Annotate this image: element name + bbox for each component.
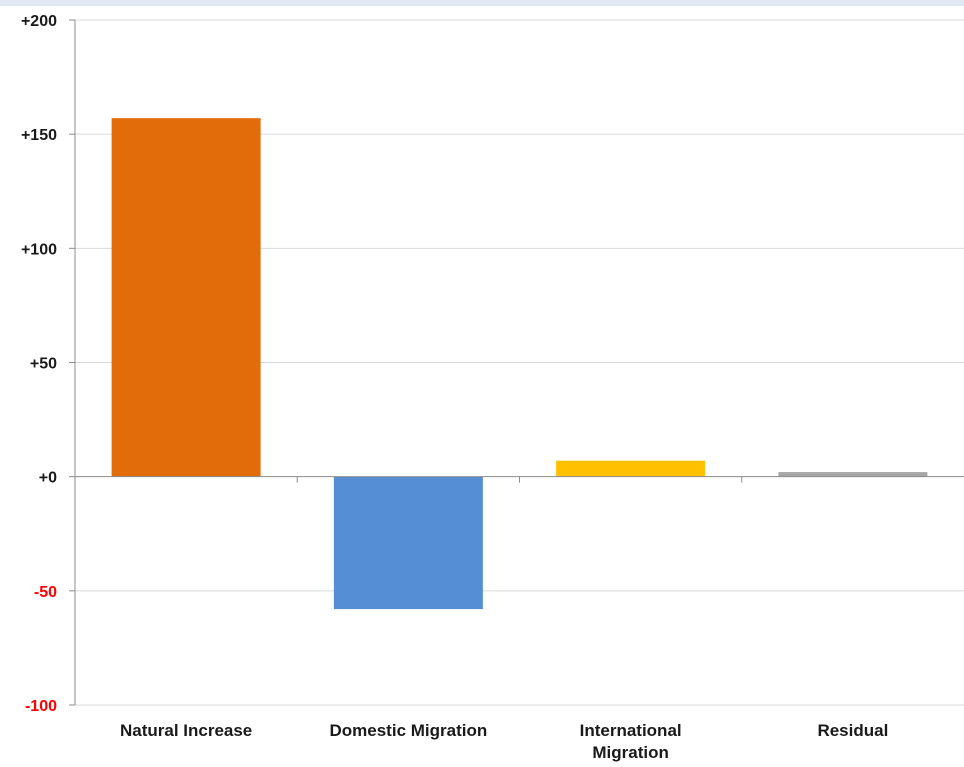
y-tick-label: +100: [21, 241, 57, 258]
axes: [69, 19, 964, 706]
y-tick-label: +150: [21, 127, 57, 144]
y-tick-label: +50: [30, 356, 57, 373]
bars: [111, 118, 928, 610]
x-category-label: International Migration: [580, 721, 682, 762]
bar-natural-increase: [111, 118, 261, 477]
x-category-label: Natural Increase: [120, 721, 252, 740]
bar-domestic-migration: [333, 476, 483, 610]
y-axis-tick-labels: +200 +150 +100 +50 +0 -50 -100: [21, 13, 57, 715]
x-axis-category-labels: Natural Increase Domestic Migration Intern…: [120, 721, 888, 762]
y-tick-label: -50: [34, 584, 57, 601]
bar-residual: [778, 472, 928, 477]
x-category-label: Domestic Migration: [330, 721, 488, 740]
top-band: [0, 0, 964, 6]
x-category-label: Residual: [817, 721, 888, 740]
y-tick-label: -100: [25, 698, 57, 715]
y-tick-label: +0: [39, 470, 57, 487]
y-tick-label: +200: [21, 13, 57, 30]
bar-international-migration: [556, 460, 706, 477]
